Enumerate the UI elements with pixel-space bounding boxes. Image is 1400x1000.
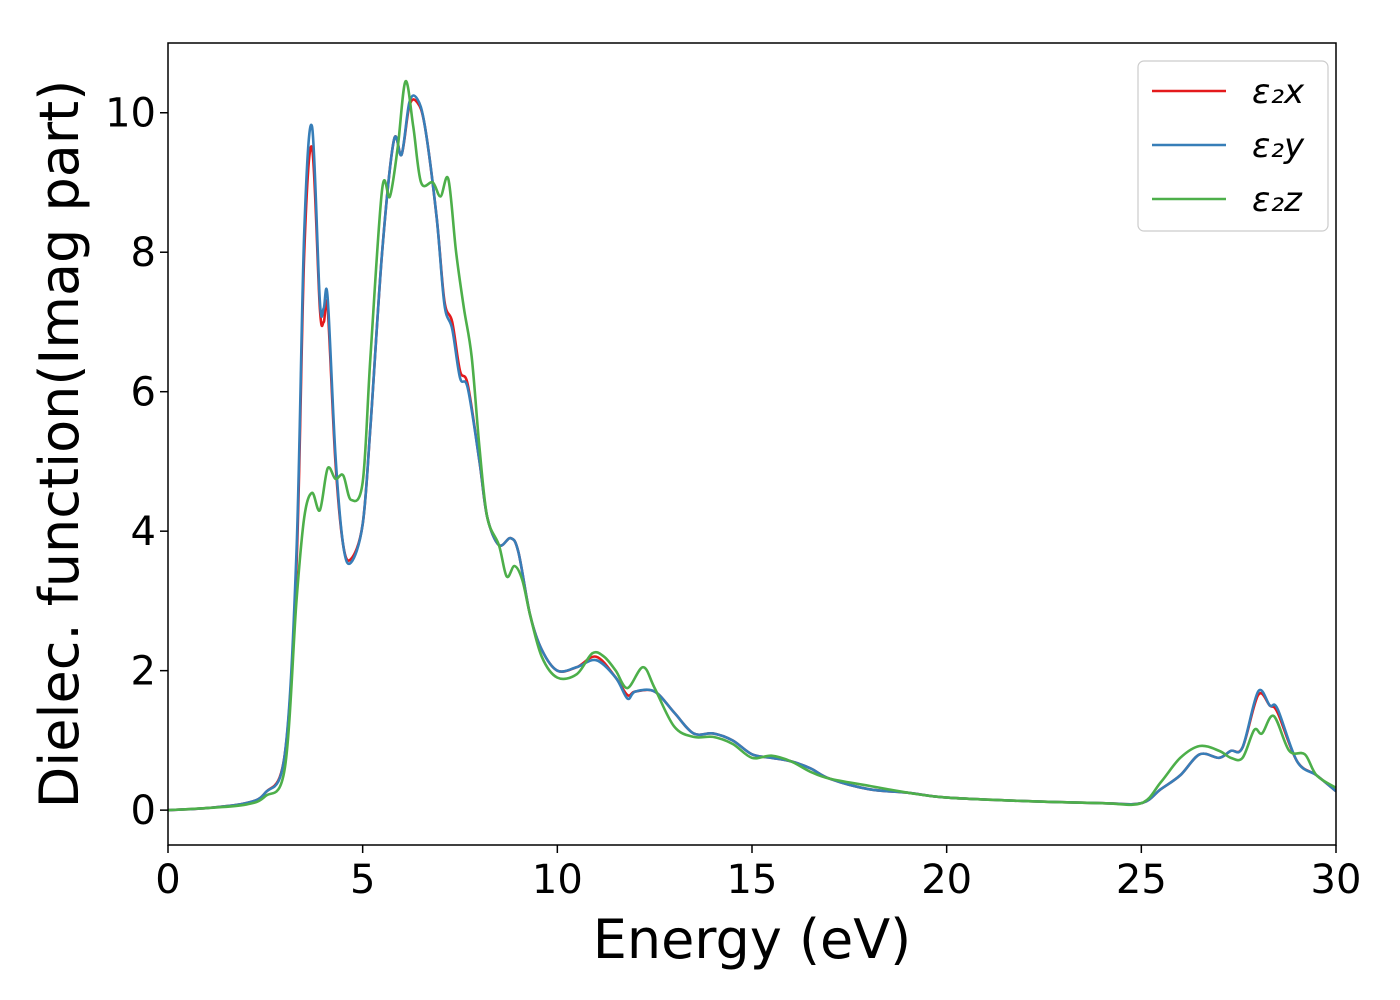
y-tick-label: 6 — [131, 370, 156, 416]
y-axis-ticks: 0 2 4 6 8 10 — [105, 91, 168, 834]
y-tick-label: 0 — [131, 788, 156, 834]
y-tick-label: 10 — [105, 91, 156, 137]
x-tick-label: 20 — [921, 857, 972, 903]
x-tick-label: 0 — [155, 857, 180, 903]
x-axis-label: Energy (eV) — [593, 908, 912, 971]
x-tick-label: 25 — [1116, 857, 1167, 903]
x-tick-label: 10 — [532, 857, 583, 903]
series-line-3 — [168, 80, 1336, 812]
x-axis-ticks: 0 5 10 15 20 25 30 — [155, 845, 1361, 903]
y-tick-label: 4 — [131, 509, 156, 555]
y-tick-label: 8 — [131, 230, 156, 276]
x-tick-label: 5 — [350, 857, 375, 903]
y-tick-label: 2 — [131, 649, 156, 695]
legend-box — [1137, 60, 1329, 232]
legend: ε₂x ε₂y ε₂z — [1137, 60, 1329, 232]
x-tick-label: 15 — [727, 857, 778, 903]
legend-label: ε₂y — [1252, 126, 1305, 166]
legend-label: ε₂z — [1252, 180, 1303, 220]
legend-label: ε₂x — [1252, 72, 1305, 112]
x-tick-label: 30 — [1311, 857, 1362, 903]
plot-content — [168, 80, 1336, 812]
y-axis-label: Dielec. function(Imag part) — [28, 80, 91, 809]
